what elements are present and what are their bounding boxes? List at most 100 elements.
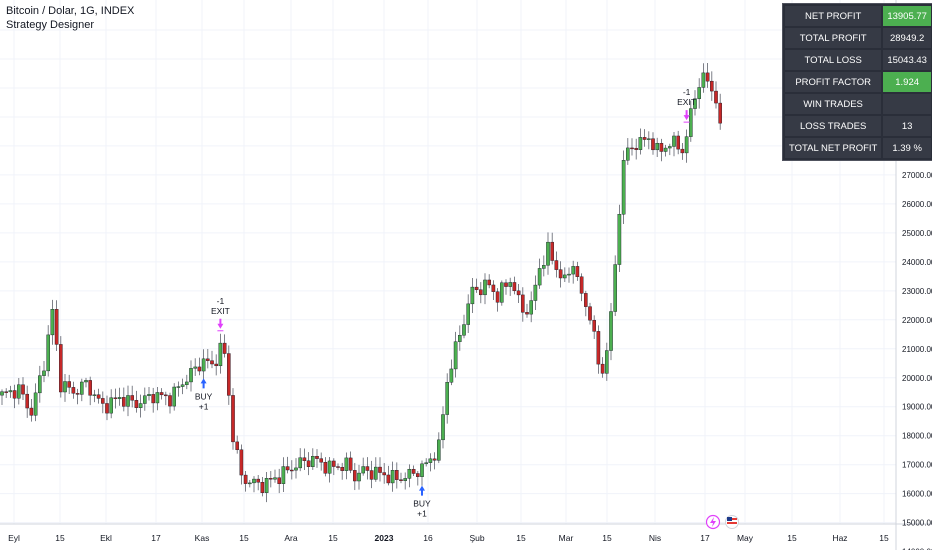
candle-body: [117, 397, 122, 399]
indicator-label[interactable]: Strategy Designer: [6, 19, 95, 31]
stats-value: 1.39 %: [883, 138, 931, 158]
time-tick-label: Mar: [559, 533, 574, 543]
candle-body: [445, 382, 450, 415]
candle-body: [311, 456, 315, 467]
candle-body: [374, 466, 378, 480]
candle-body: [420, 463, 424, 477]
candle-body: [260, 481, 265, 493]
candle-body: [403, 478, 408, 481]
candle-body: [571, 266, 575, 275]
candle-body: [109, 397, 113, 414]
stats-value: 15043.43: [883, 50, 931, 70]
price-tick-label: 19000.00: [902, 403, 932, 412]
candle-body: [290, 469, 294, 472]
time-tick-label: 15: [55, 533, 65, 543]
candle-body: [718, 102, 722, 124]
candle-body: [684, 136, 689, 154]
stats-row: TOTAL NET PROFIT 1.39 %: [785, 138, 931, 158]
candle-body: [689, 108, 693, 137]
stats-value: 1.924: [883, 72, 931, 92]
candle-body: [113, 397, 118, 399]
candle-body: [642, 137, 647, 140]
candle-body: [386, 474, 391, 484]
stats-label: NET PROFIT: [785, 6, 882, 26]
candle-body: [294, 467, 298, 471]
time-tick-label: Kas: [195, 533, 210, 543]
candle-body: [588, 306, 592, 321]
symbol-title[interactable]: Bitcoin / Dolar, 1G, INDEX: [6, 5, 135, 17]
candle-body: [382, 472, 387, 476]
candle-body: [508, 282, 513, 287]
candle-body: [441, 414, 445, 441]
stats-value: 28949.2: [883, 28, 931, 48]
exit-arrow-icon: [683, 110, 690, 121]
candle-body: [407, 468, 412, 479]
time-tick-label: Ekl: [100, 533, 112, 543]
candle-body: [336, 466, 340, 468]
candle-body: [121, 397, 126, 407]
candle-body: [205, 358, 210, 361]
candle-body: [281, 466, 286, 484]
candle-body: [378, 466, 382, 473]
candle-body: [680, 148, 685, 154]
candle-body: [231, 395, 235, 443]
candle-body: [226, 353, 231, 396]
candle-body: [647, 138, 651, 140]
candle-body: [651, 138, 655, 151]
stats-row: TOTAL LOSS 15043.43: [785, 50, 931, 70]
time-tick-label: 15: [328, 533, 338, 543]
candle-body: [29, 407, 34, 416]
candle-body: [521, 294, 525, 313]
candle-body: [344, 457, 349, 471]
candle-body: [411, 468, 416, 474]
stats-label: TOTAL LOSS: [785, 50, 882, 70]
time-tick-label: Haz: [832, 533, 847, 543]
candle-body: [63, 381, 67, 393]
price-tick-label: 21000.00: [902, 345, 932, 354]
candle-body: [634, 147, 638, 150]
candle-body: [449, 368, 454, 383]
candle-body: [189, 368, 193, 383]
price-tick-label: 18000.00: [902, 432, 932, 441]
time-tick-label: Eyl: [8, 533, 20, 543]
candle-body: [33, 392, 38, 416]
candle-body: [277, 477, 282, 484]
candle-body: [516, 290, 521, 296]
stats-value: [883, 94, 931, 114]
candle-body: [399, 479, 403, 481]
candle-body: [163, 394, 168, 397]
candle-body: [25, 393, 30, 409]
candle-body: [697, 87, 701, 99]
chart-legend: Bitcoin / Dolar, 1G, INDEX Strategy Desi…: [6, 4, 134, 32]
candle-body: [542, 265, 546, 269]
time-tick-label: Şub: [469, 533, 484, 543]
stats-row: LOSS TRADES 13: [785, 116, 931, 136]
candle-body: [613, 264, 617, 312]
candle-body: [458, 335, 462, 342]
candle-body: [71, 387, 76, 394]
candle-body: [592, 319, 596, 332]
candle-body: [714, 90, 718, 104]
candle-body: [474, 286, 479, 290]
flag-canton: [727, 517, 732, 521]
candle-body: [210, 360, 214, 365]
candle-body: [558, 269, 563, 279]
candle-body: [428, 458, 433, 463]
stats-label: TOTAL NET PROFIT: [785, 138, 882, 158]
candle-body: [340, 466, 345, 471]
buy-arrow-icon: [200, 378, 207, 389]
candle-body: [88, 380, 92, 396]
candle-body: [21, 384, 25, 395]
exit-arrow-icon: [217, 318, 224, 329]
price-tick-label: 25000.00: [902, 229, 932, 238]
price-tick-label: 20000.00: [902, 374, 932, 383]
candle-body: [390, 470, 395, 484]
candle-body: [353, 470, 357, 482]
price-tick-label: 22000.00: [902, 316, 932, 325]
candle-body: [193, 366, 198, 369]
candle-body: [432, 458, 437, 461]
candle-body: [201, 358, 206, 372]
candle-body: [462, 324, 466, 336]
